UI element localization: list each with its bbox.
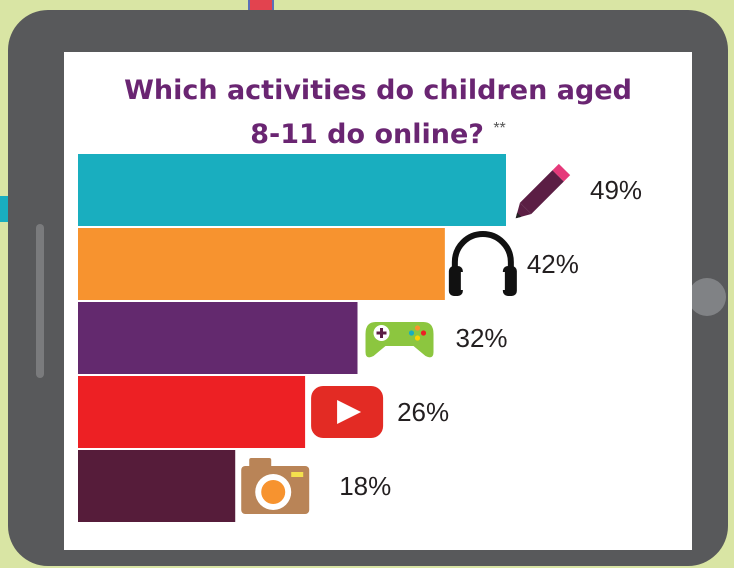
pencil-icon	[515, 163, 571, 219]
data-label-3: 32%	[456, 323, 508, 353]
tablet-screen: Which activities do children aged 8-11 d…	[64, 52, 692, 550]
video-play-icon	[311, 386, 384, 438]
bar-5	[78, 450, 236, 522]
bar-1	[78, 154, 506, 226]
bar-3	[78, 302, 358, 374]
data-label-1: 49%	[590, 175, 642, 205]
chart-title-line-2-text: 8-11 do online?	[250, 119, 484, 150]
chart-title-line-1: Which activities do children aged	[124, 75, 632, 106]
chart-title-note: **	[493, 120, 506, 137]
bar-2	[78, 228, 445, 300]
bar-chart: 49% 42% 32% 26% 18%	[78, 154, 642, 522]
camera-icon	[241, 458, 310, 514]
headphones-icon	[448, 231, 517, 296]
chart-title: Which activities do children aged 8-11 d…	[64, 72, 692, 154]
tablet-side-slot	[36, 224, 44, 378]
data-label-2: 42%	[527, 249, 579, 279]
data-label-4: 26%	[397, 397, 449, 427]
data-label-5: 18%	[339, 471, 391, 501]
chart-title-line-2: 8-11 do online? **	[64, 110, 692, 154]
tablet-home-button	[688, 278, 726, 316]
bar-4	[78, 376, 306, 448]
gamepad-icon	[365, 322, 434, 358]
